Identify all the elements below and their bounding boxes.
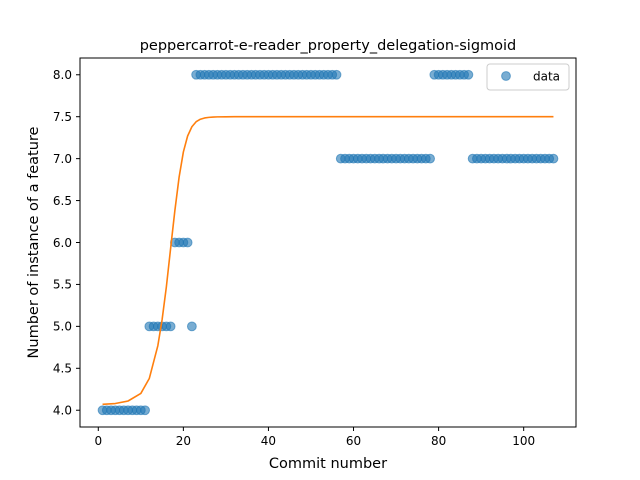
legend-box bbox=[486, 63, 570, 91]
data-point bbox=[331, 69, 342, 80]
x-tick-label: 60 bbox=[346, 434, 361, 448]
y-tick-label: 6.0 bbox=[53, 236, 72, 250]
axes-layer: 0 20 40 60 80 100 4.0 4.5 5.0 5.5 6.0 6.5 7.0 7.5 8.0 bbox=[53, 57, 577, 448]
data-point bbox=[548, 153, 559, 164]
x-tick-label: 0 bbox=[94, 434, 102, 448]
y-tick-label: 7.5 bbox=[53, 110, 72, 124]
data-point bbox=[182, 237, 193, 248]
data-point bbox=[165, 321, 176, 332]
y-tick-label: 5.0 bbox=[53, 320, 72, 334]
x-axis-label: Commit number bbox=[269, 456, 387, 472]
y-tick-label: 6.5 bbox=[53, 194, 72, 208]
legend-label: data bbox=[533, 70, 560, 84]
data-point bbox=[140, 405, 150, 416]
plot-layer bbox=[97, 69, 559, 416]
x-tick-label: 40 bbox=[261, 434, 276, 448]
chart-title: peppercarrot-e-reader_property_delegatio… bbox=[140, 38, 517, 54]
plot-data bbox=[97, 69, 559, 416]
x-tick-label: 100 bbox=[512, 434, 535, 448]
x-tick-label: 20 bbox=[176, 434, 191, 448]
y-tick-label: 4.5 bbox=[53, 362, 72, 376]
y-tick-label: 5.5 bbox=[53, 278, 72, 292]
legend: data bbox=[486, 63, 570, 91]
data-point bbox=[186, 321, 197, 332]
fit-curve-line bbox=[102, 115, 554, 406]
data-point bbox=[463, 69, 474, 80]
legend-marker bbox=[501, 71, 511, 81]
x-tick-label: 80 bbox=[431, 434, 446, 448]
y-tick-label: 8.0 bbox=[53, 68, 72, 82]
y-axis-label: Number of instance of a feature bbox=[26, 126, 42, 358]
y-tick-label: 7.0 bbox=[53, 152, 72, 166]
y-tick-label: 4.0 bbox=[53, 404, 72, 418]
data-point bbox=[425, 153, 435, 164]
